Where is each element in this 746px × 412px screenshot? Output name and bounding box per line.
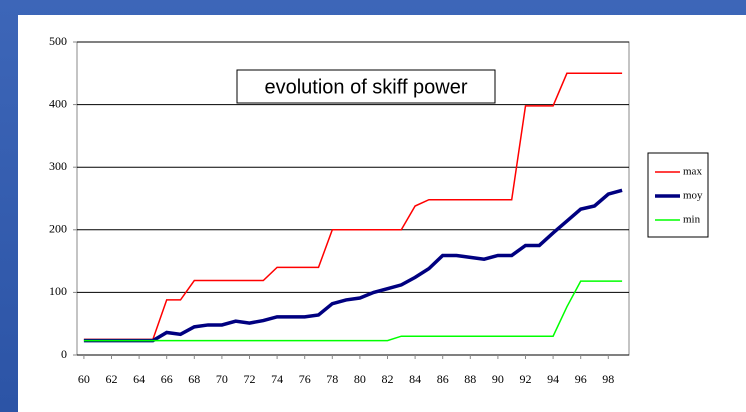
x-tick-label: 86 [437,372,449,386]
x-tick-label: 94 [547,372,559,386]
series-line [83,72,623,341]
x-tick-label: 60 [78,372,90,386]
title-box [236,69,496,104]
x-tick-label: 82 [382,372,394,386]
y-tick-label: 200 [49,222,67,236]
y-tick-label: 300 [49,159,67,173]
legend-label: min [683,214,701,226]
y-tick-label: 500 [49,34,67,48]
x-tick-label: 64 [133,372,145,386]
x-tick-label: 80 [354,372,366,386]
x-tick-label: 84 [409,372,421,386]
x-tick-label: 90 [492,372,504,386]
series-line [83,280,623,342]
x-tick-label: 72 [244,372,256,386]
x-tick-label: 98 [602,372,614,386]
x-tick-label: 92 [520,372,532,386]
x-tick-label: 70 [216,372,228,386]
legend-label: max [683,166,702,178]
y-tick-label: 0 [61,347,67,361]
x-tick-label: 78 [326,372,338,386]
chart-title: evolution of skiff power [264,76,467,98]
x-tick-label: 76 [299,372,311,386]
y-tick-label: 400 [49,96,67,110]
x-tick-label: 68 [188,372,200,386]
x-tick-label: 88 [464,372,476,386]
series-line [83,188,623,343]
x-tick-label: 96 [575,372,587,386]
x-tick-label: 62 [106,372,118,386]
legend-label: moy [683,190,703,202]
y-tick-label: 100 [49,284,67,298]
x-tick-label: 74 [271,372,283,386]
x-tick-label: 66 [161,372,173,386]
